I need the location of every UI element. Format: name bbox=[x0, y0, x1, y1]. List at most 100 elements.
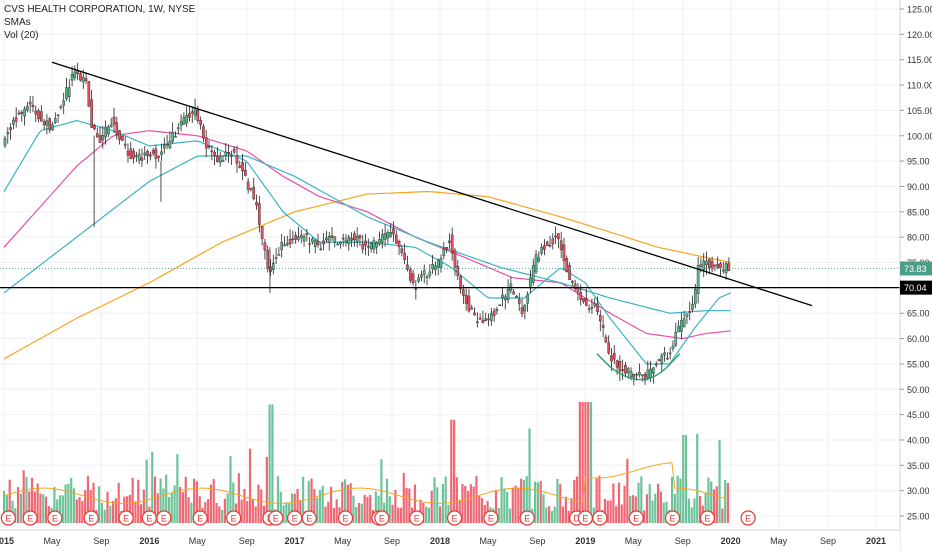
time-tick-label: May bbox=[770, 536, 788, 546]
candle-body bbox=[490, 313, 493, 321]
earnings-marker-label: E bbox=[452, 514, 458, 524]
volume-bar bbox=[637, 482, 640, 524]
volume-bar bbox=[209, 484, 213, 524]
volume-bar bbox=[86, 475, 90, 524]
volume-bar bbox=[548, 506, 551, 524]
candle-body bbox=[369, 243, 373, 249]
candle-body bbox=[696, 265, 700, 294]
volume-bar bbox=[545, 507, 548, 524]
candle-body bbox=[126, 150, 130, 156]
volume-bar bbox=[299, 500, 302, 524]
candle-body bbox=[448, 240, 451, 243]
time-axis bbox=[0, 530, 900, 550]
volume-bar bbox=[330, 486, 333, 524]
time-tick-label: 2017 bbox=[285, 536, 305, 546]
price-tick-label: 125.00 bbox=[907, 5, 932, 15]
volume-bar bbox=[260, 489, 263, 524]
candle-body bbox=[34, 110, 38, 115]
volume-bar bbox=[634, 496, 637, 524]
volume-bar bbox=[22, 470, 25, 524]
candle-body bbox=[626, 368, 630, 373]
candle-body bbox=[624, 365, 627, 374]
candle-body bbox=[657, 359, 661, 361]
candle-body bbox=[531, 265, 535, 283]
earnings-marker-label: E bbox=[670, 514, 676, 524]
volume-bar bbox=[436, 487, 439, 524]
price-tick-label: 85.00 bbox=[907, 207, 930, 217]
candle-body bbox=[713, 264, 717, 267]
candle-body bbox=[355, 235, 359, 242]
volume-bar bbox=[98, 486, 101, 524]
candle-body bbox=[615, 360, 619, 368]
volume-bar bbox=[67, 483, 70, 524]
volume-bar bbox=[439, 506, 442, 524]
volume-bar bbox=[682, 434, 685, 524]
volume-bar bbox=[237, 473, 240, 524]
candle-body bbox=[285, 243, 289, 246]
volume-bar bbox=[584, 401, 587, 524]
volume-bar bbox=[640, 476, 643, 524]
candle-body bbox=[350, 237, 353, 241]
volume-bar bbox=[153, 476, 157, 524]
volume-bar bbox=[162, 488, 165, 524]
volume-bar bbox=[42, 494, 45, 524]
volume-bar bbox=[103, 509, 106, 524]
candle-body bbox=[414, 288, 418, 290]
candle-body bbox=[590, 306, 594, 309]
candle-body bbox=[235, 155, 239, 164]
earnings-marker bbox=[374, 510, 390, 526]
candle-body bbox=[249, 188, 253, 190]
candle-body bbox=[537, 257, 541, 262]
candle-body bbox=[244, 170, 247, 176]
volume-bar bbox=[248, 448, 252, 524]
candle-body bbox=[593, 303, 597, 307]
candle-body bbox=[339, 241, 342, 245]
candle-body bbox=[224, 151, 228, 156]
candle-body bbox=[73, 71, 77, 78]
price-tick-label: 115.00 bbox=[907, 55, 932, 65]
candle-body bbox=[42, 121, 46, 125]
candle-body bbox=[308, 243, 311, 245]
candle-body bbox=[719, 263, 722, 269]
volume-bar bbox=[455, 477, 458, 524]
candle-body bbox=[79, 73, 82, 81]
candle-body bbox=[557, 233, 560, 240]
volume-bar bbox=[629, 495, 632, 524]
candle-body bbox=[316, 241, 320, 245]
volume-bar bbox=[707, 477, 710, 524]
volume-bar bbox=[64, 484, 67, 524]
earnings-marker-label: E bbox=[633, 514, 639, 524]
volume-bar bbox=[684, 434, 688, 524]
candle-body bbox=[663, 352, 666, 356]
candle-body bbox=[551, 238, 555, 245]
earnings-marker-label: E bbox=[161, 514, 167, 524]
candle-body bbox=[705, 260, 708, 265]
volume-bar bbox=[598, 475, 601, 524]
earnings-marker bbox=[628, 510, 644, 526]
time-tick-label: May bbox=[625, 536, 643, 546]
earnings-marker bbox=[409, 510, 425, 526]
candle-body bbox=[291, 238, 295, 241]
candle-body bbox=[165, 143, 169, 146]
earnings-marker bbox=[699, 510, 716, 526]
candle-body bbox=[218, 156, 222, 163]
candle-body bbox=[596, 303, 599, 313]
candle-body bbox=[671, 345, 675, 349]
volume-bar bbox=[377, 495, 380, 524]
candle-body bbox=[565, 258, 569, 272]
earnings-marker bbox=[83, 510, 99, 526]
candle-body bbox=[216, 155, 219, 162]
earnings-marker-label: E bbox=[343, 514, 349, 524]
candle-body bbox=[635, 373, 638, 376]
volume-bar bbox=[578, 401, 581, 524]
volume-bar bbox=[25, 477, 28, 524]
volume-bar bbox=[106, 491, 109, 524]
candle-body bbox=[403, 252, 406, 260]
candle-body bbox=[473, 312, 476, 316]
volume-bar bbox=[240, 499, 243, 524]
candle-body bbox=[305, 233, 309, 235]
volume-bar bbox=[123, 496, 126, 524]
price-tick-label: 30.00 bbox=[907, 486, 930, 496]
